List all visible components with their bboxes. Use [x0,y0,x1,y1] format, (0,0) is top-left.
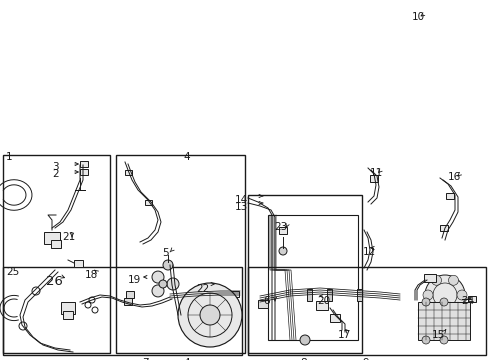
Bar [3,155,110,353]
Text: 24: 24 [461,296,474,306]
Text: 2: 2 [52,169,59,179]
Circle shape [448,305,459,315]
Bar [229,291,239,297]
Text: 5: 5 [162,248,169,258]
Text: 8: 8 [300,358,307,360]
Bar [327,289,332,301]
Text: 3: 3 [52,162,59,172]
Circle shape [178,283,242,347]
Circle shape [425,275,465,315]
Text: 13: 13 [235,202,248,212]
Bar [51,240,61,248]
Circle shape [163,260,173,270]
Bar [61,302,75,314]
Text: 16: 16 [448,172,461,182]
Bar [203,291,207,299]
Circle shape [440,298,448,306]
Bar [248,195,362,353]
Text: 6: 6 [263,296,270,306]
Bar [3,267,242,355]
Circle shape [167,278,179,290]
Text: 11: 11 [370,168,383,178]
Text: 20: 20 [317,296,330,306]
Circle shape [279,247,287,255]
Text: 23: 23 [274,222,287,232]
Circle shape [432,275,441,285]
Text: 12: 12 [363,247,376,257]
Bar [446,193,454,199]
Bar [440,225,448,231]
Text: 18: 18 [85,270,98,280]
Bar [279,226,287,234]
Bar [74,260,82,266]
Circle shape [440,336,448,344]
Bar [124,170,131,175]
Text: 26: 26 [46,275,63,288]
Bar [316,301,328,310]
Circle shape [422,298,430,306]
Bar [116,155,245,353]
Text: 10: 10 [412,12,425,22]
Text: 1: 1 [6,152,13,162]
Bar [248,267,486,355]
Text: 22: 22 [196,284,209,294]
Text: 4: 4 [183,358,190,360]
Text: 7: 7 [142,358,148,360]
Bar [145,199,151,204]
Text: 19: 19 [128,275,141,285]
Bar [126,291,134,298]
Bar [44,232,60,244]
Bar [418,302,470,340]
Circle shape [448,275,459,285]
Circle shape [159,280,167,288]
Bar [80,169,88,175]
Circle shape [300,335,310,345]
Circle shape [432,305,441,315]
Bar [80,161,88,167]
Text: 15: 15 [432,330,445,340]
Circle shape [200,305,220,325]
Bar [370,175,378,181]
Bar [258,300,268,308]
Circle shape [422,336,430,344]
Text: 25: 25 [6,267,19,277]
Text: 17: 17 [338,330,351,340]
Bar [330,314,340,322]
Circle shape [152,271,164,283]
Bar [63,311,73,319]
Text: 21: 21 [62,232,75,242]
Bar [124,298,132,305]
Circle shape [152,285,164,297]
Bar [357,289,362,301]
Bar [268,215,358,340]
Bar [468,296,476,302]
Text: 9: 9 [362,358,368,360]
Bar [307,289,312,301]
Circle shape [423,290,433,300]
Bar [424,274,436,282]
Bar [196,291,200,299]
Circle shape [457,290,467,300]
Text: 14: 14 [235,195,248,205]
Text: 4: 4 [183,152,190,162]
